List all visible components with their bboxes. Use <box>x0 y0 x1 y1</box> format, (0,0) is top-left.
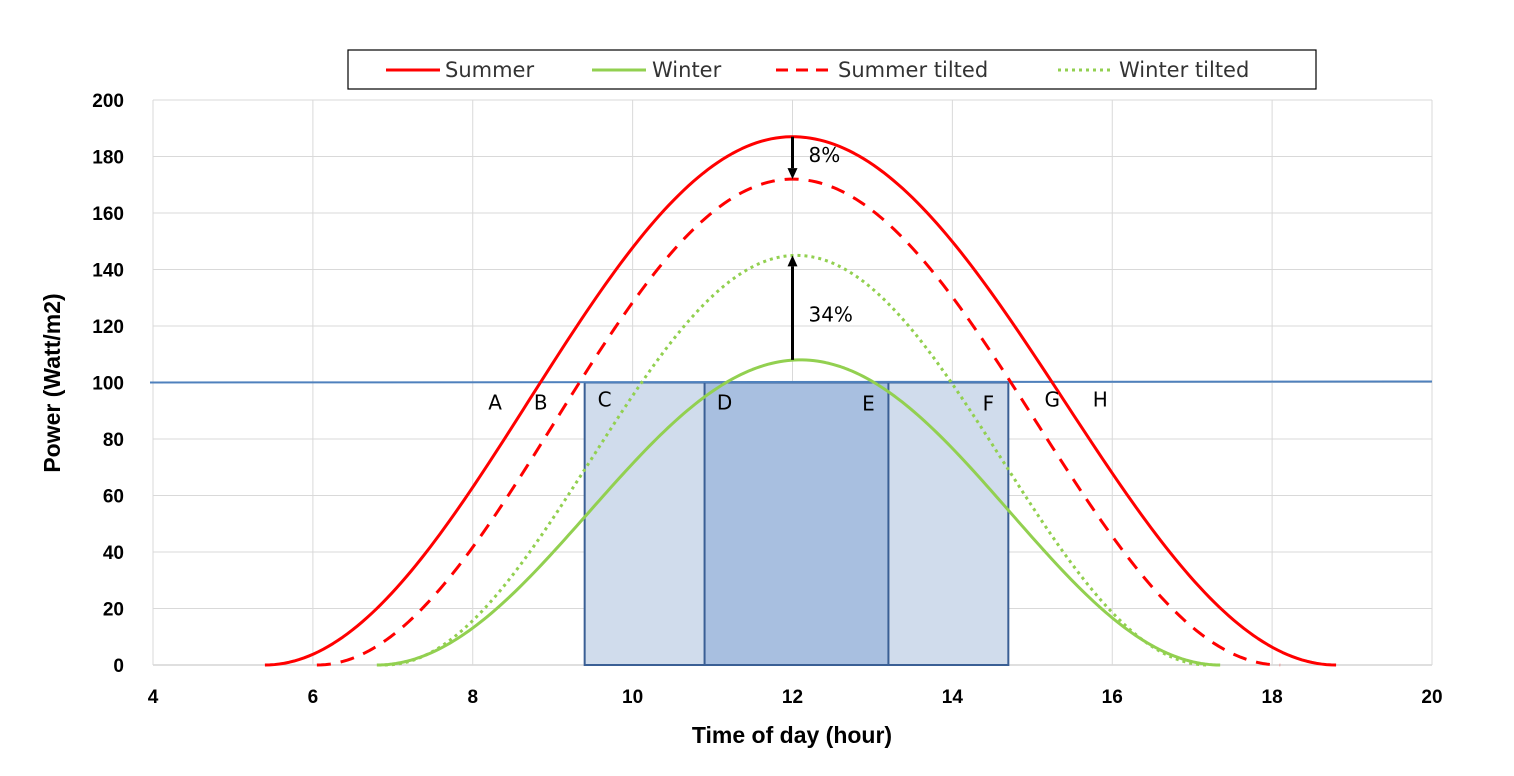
series-lines <box>264 135 1337 667</box>
x-tick-label: 10 <box>622 687 643 708</box>
x-tick-label: 20 <box>1421 687 1442 708</box>
y-tick-label: 100 <box>92 374 124 395</box>
series-line-summer-tilted <box>316 177 1281 667</box>
annotation-arrow-head <box>787 255 798 267</box>
tick-labels: 0 20 40 60 80 100 120 140 160 180 200 4 6 8 10 12 14 16 18… <box>92 91 1442 708</box>
x-tick-label: 4 <box>148 687 159 708</box>
point-label-e: E <box>862 392 875 416</box>
point-label-b: B <box>534 390 548 414</box>
x-tick-label: 12 <box>782 687 803 708</box>
y-tick-label: 120 <box>92 317 124 338</box>
y-tick-label: 60 <box>103 487 124 508</box>
legend-label-summer-tilted: Summer tilted <box>838 58 988 82</box>
y-tick-label: 200 <box>92 91 124 112</box>
x-tick-label: 8 <box>467 687 478 708</box>
point-labels: A B C D E F G H <box>488 387 1107 415</box>
legend-label-summer: Summer <box>445 58 534 82</box>
point-label-g: G <box>1045 387 1061 411</box>
y-tick-label: 20 <box>103 600 124 621</box>
y-tick-label: 140 <box>92 261 124 282</box>
reference-line-group <box>149 380 1433 384</box>
y-tick-label: 0 <box>113 656 124 677</box>
annotation-arrows: 8% 34% <box>787 136 853 360</box>
point-label-a: A <box>488 390 502 414</box>
y-axis-title: Power (Watt/m2) <box>39 293 65 472</box>
annotation-arrow-head <box>787 168 798 180</box>
annotation-label: 34% <box>808 303 852 327</box>
point-label-h: H <box>1093 387 1108 411</box>
point-label-f: F <box>983 392 995 416</box>
series-line-winter-tilted <box>384 253 1209 667</box>
x-axis-title: Time of day (hour) <box>692 722 892 748</box>
legend-label-winter-tilted: Winter tilted <box>1119 58 1249 82</box>
legend-box <box>347 49 1317 90</box>
y-tick-label: 80 <box>103 430 124 451</box>
legend: Summer Winter Summer tilted Winter tilte… <box>347 49 1317 90</box>
legend-label-winter: Winter <box>652 58 722 82</box>
region-1 <box>703 381 890 666</box>
time-regions <box>583 381 1010 666</box>
reference-line <box>149 380 1433 384</box>
series-line-winter <box>376 358 1221 667</box>
y-tick-label: 40 <box>103 543 124 564</box>
y-tick-label: 180 <box>92 148 124 169</box>
point-label-c: C <box>598 387 612 411</box>
x-tick-label: 6 <box>308 687 319 708</box>
x-tick-label: 18 <box>1262 687 1283 708</box>
annotation-label: 8% <box>808 143 840 167</box>
point-label-d: D <box>717 390 732 414</box>
x-tick-label: 14 <box>942 687 964 708</box>
series-line-summer <box>264 135 1337 667</box>
x-tick-label: 16 <box>1102 687 1123 708</box>
y-tick-label: 160 <box>92 204 124 225</box>
